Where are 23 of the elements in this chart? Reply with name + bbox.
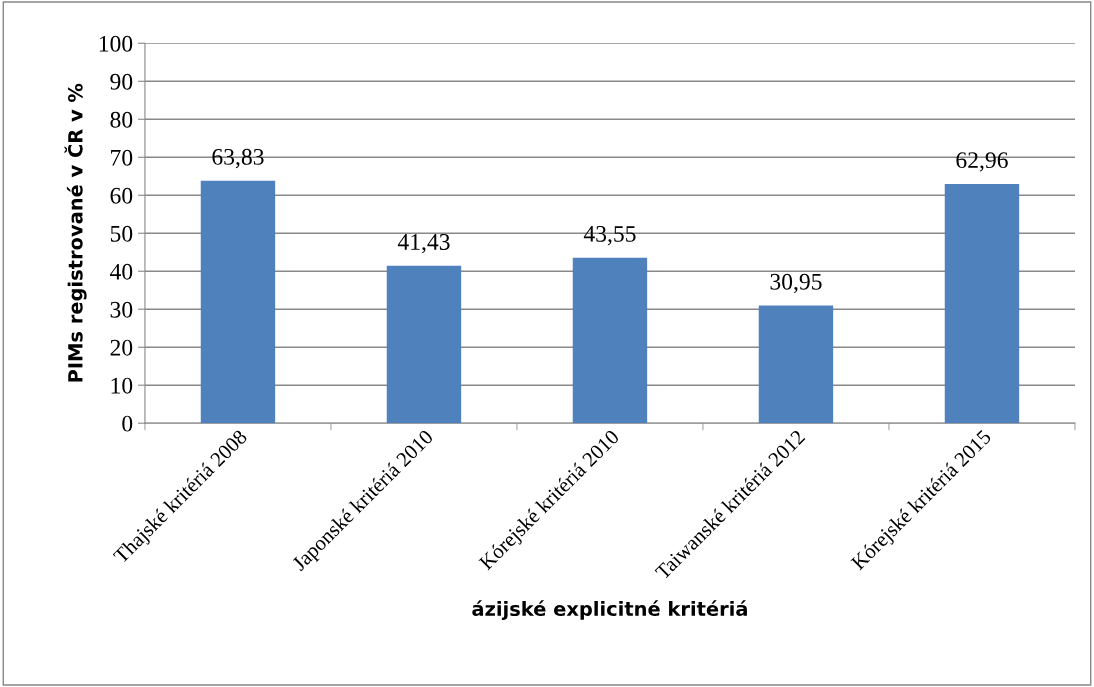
y-tick-label: 90 <box>110 73 133 90</box>
data-label: 41,43 <box>397 234 450 254</box>
data-label: 62,96 <box>956 152 1008 172</box>
bar <box>386 265 462 424</box>
y-tick-label: 40 <box>110 263 133 280</box>
y-axis-title: PIMs registrované v ČR v % <box>64 83 87 382</box>
y-tick-label: 10 <box>111 377 133 394</box>
bar <box>200 180 276 424</box>
bar <box>572 257 648 424</box>
x-axis-title: ázijské explicitné kritériá <box>472 600 747 620</box>
y-tick-label: 80 <box>110 111 133 128</box>
y-tick-label: 0 <box>122 415 133 432</box>
data-label: 63,83 <box>212 148 264 169</box>
y-tick-label: 20 <box>110 339 133 356</box>
data-label: 30,95 <box>770 273 822 294</box>
y-tick-label: 50 <box>110 225 133 242</box>
y-tick-label: 100 <box>99 35 133 52</box>
y-tick-label: 70 <box>111 149 133 166</box>
bar <box>758 305 834 424</box>
bar <box>944 184 1020 424</box>
data-label: 43,55 <box>583 225 636 246</box>
y-tick-label: 60 <box>110 187 133 204</box>
y-tick-label: 30 <box>110 301 133 318</box>
